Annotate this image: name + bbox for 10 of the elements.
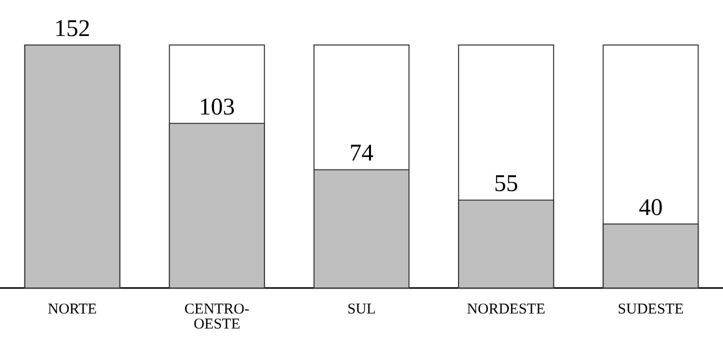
x-tick-label: NORTE <box>48 302 97 318</box>
x-tick-label: SUL <box>347 302 376 318</box>
x-tick-label: NORDESTE <box>466 302 546 318</box>
data-label: 55 <box>494 171 518 198</box>
x-tick-label: SUDESTE <box>618 302 684 318</box>
data-label: 152 <box>54 16 90 42</box>
x-tick-label: CENTRO-OESTE <box>184 302 250 332</box>
data-label: 74 <box>350 140 374 167</box>
data-label: 40 <box>638 195 663 222</box>
data-label: 103 <box>198 94 235 120</box>
